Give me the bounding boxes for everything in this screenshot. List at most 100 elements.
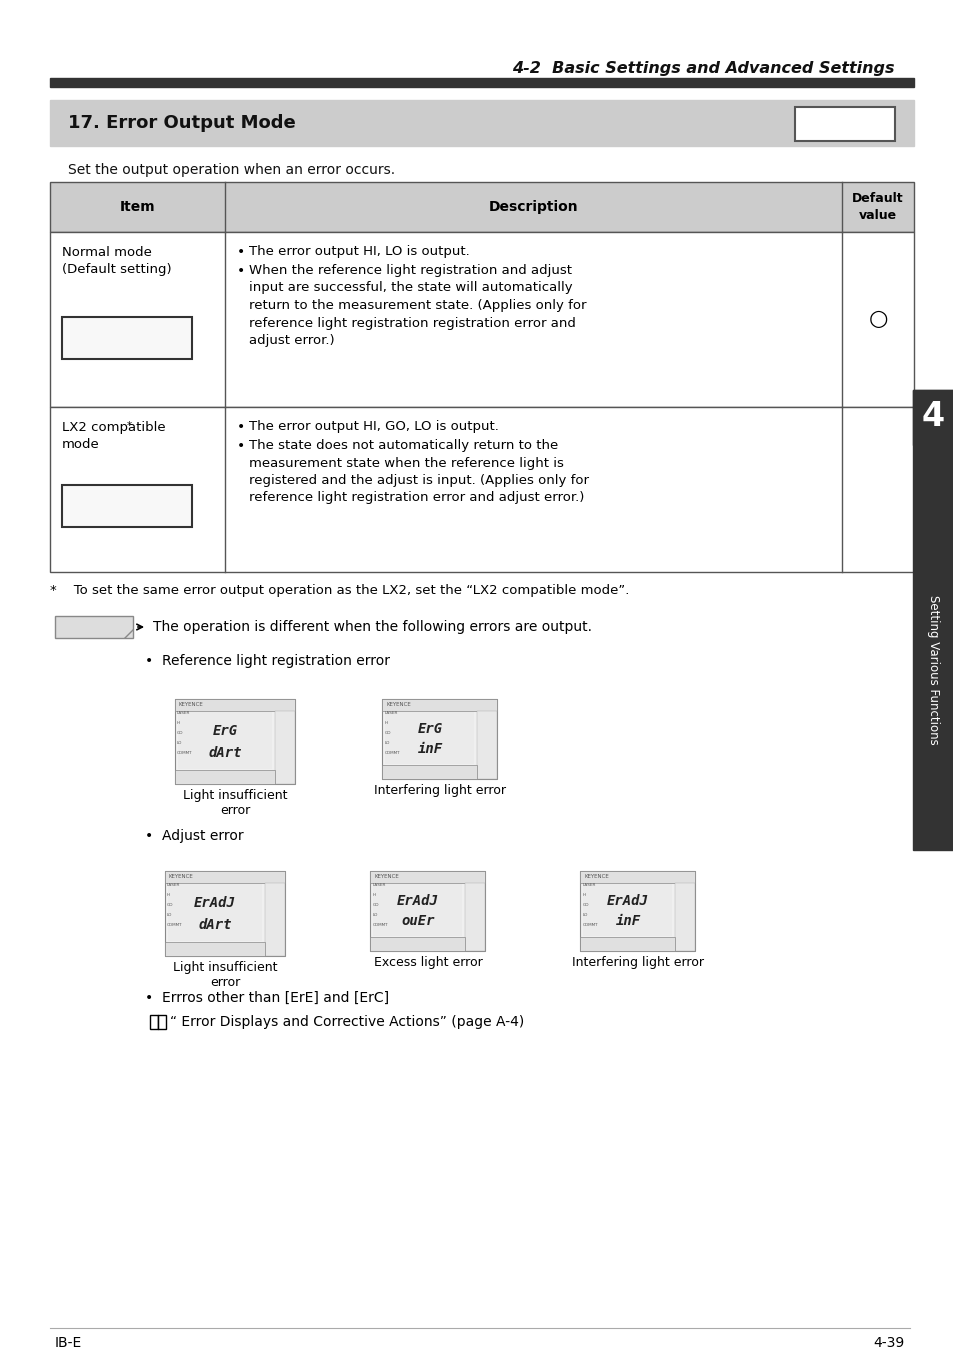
Text: The error output HI, GO, LO is output.: The error output HI, GO, LO is output. <box>249 420 498 433</box>
Text: The state does not automatically return to the
measurement state when the refere: The state does not automatically return … <box>249 439 588 504</box>
Text: 17. Error Output Mode: 17. Error Output Mode <box>68 114 295 132</box>
Text: LASER: LASER <box>384 711 397 715</box>
Bar <box>174 699 294 784</box>
Text: LX2 compatible
mode: LX2 compatible mode <box>62 420 166 452</box>
Bar <box>370 871 485 950</box>
Text: ouEr: ouEr <box>401 914 435 929</box>
Text: The operation is different when the following errors are output.: The operation is different when the foll… <box>152 621 592 634</box>
Text: Default
value: Default value <box>851 192 902 222</box>
Bar <box>50 183 913 233</box>
Text: Setting Various Functions: Setting Various Functions <box>926 595 939 745</box>
Text: LO: LO <box>582 913 587 917</box>
Text: LASER: LASER <box>582 883 596 887</box>
Text: When the reference light registration and adjust
input are successful, the state: When the reference light registration an… <box>249 264 586 347</box>
Text: Interfering light error: Interfering light error <box>374 784 505 796</box>
Text: COMMT: COMMT <box>177 750 193 754</box>
Bar <box>579 937 675 950</box>
Text: HI: HI <box>167 894 171 896</box>
Bar <box>178 713 272 769</box>
Text: •: • <box>236 439 245 453</box>
Text: *    To set the same error output operation as the LX2, set the “LX2 compatible : * To set the same error output operation… <box>50 584 629 598</box>
Text: Reference: Reference <box>62 621 122 634</box>
Text: ErG: ErG <box>417 722 442 735</box>
Text: LO: LO <box>167 913 172 917</box>
Bar <box>174 771 274 784</box>
Bar <box>158 1015 166 1029</box>
Text: Excess light error: Excess light error <box>374 956 482 969</box>
Text: GO: GO <box>582 903 588 907</box>
Text: HI: HI <box>372 894 376 896</box>
Text: KEYENCE: KEYENCE <box>584 875 609 880</box>
Text: ErG: ErG <box>213 723 237 738</box>
Text: Normal mode
(Default setting): Normal mode (Default setting) <box>62 246 172 276</box>
Text: 4: 4 <box>921 400 944 434</box>
Bar <box>465 883 485 950</box>
Bar <box>579 871 695 950</box>
Bar <box>385 713 474 764</box>
Bar <box>374 884 462 936</box>
Bar <box>265 883 285 956</box>
Text: inF: inF <box>417 742 442 756</box>
Text: ○: ○ <box>867 310 886 330</box>
Text: GO: GO <box>384 731 391 735</box>
Text: LO: LO <box>177 741 182 745</box>
Bar <box>477 711 497 779</box>
Text: LASER: LASER <box>167 883 180 887</box>
Bar <box>382 699 497 711</box>
Bar <box>50 78 913 87</box>
Bar <box>150 1015 158 1029</box>
Text: 4-39: 4-39 <box>873 1336 904 1351</box>
Text: dEFLt: dEFLt <box>97 329 156 347</box>
Text: dArt: dArt <box>208 746 241 760</box>
Text: Light insufficient
error: Light insufficient error <box>172 961 277 990</box>
Text: LO: LO <box>384 741 390 745</box>
Bar <box>274 711 294 784</box>
Text: KEYENCE: KEYENCE <box>386 703 411 707</box>
Text: 4-2  Basic Settings and Advanced Settings: 4-2 Basic Settings and Advanced Settings <box>512 61 894 76</box>
Text: HI: HI <box>177 721 181 725</box>
Text: *: * <box>127 420 132 431</box>
Bar <box>165 871 285 883</box>
Bar <box>370 937 465 950</box>
Text: GO: GO <box>167 903 173 907</box>
Text: •  Errros other than [ErE] and [ErC]: • Errros other than [ErE] and [ErC] <box>145 991 389 1005</box>
Text: COMMT: COMMT <box>384 750 399 754</box>
Text: ErAdJ: ErAdJ <box>193 896 235 910</box>
Text: inF: inF <box>615 914 639 929</box>
Text: COMMT: COMMT <box>372 923 388 927</box>
Text: KEYENCE: KEYENCE <box>375 875 399 880</box>
Text: •: • <box>236 420 245 434</box>
Bar <box>382 699 497 779</box>
Text: Item: Item <box>119 200 155 214</box>
Text: GO: GO <box>177 731 183 735</box>
Bar <box>794 107 894 141</box>
Text: “ Error Displays and Corrective Actions” (page A-4): “ Error Displays and Corrective Actions”… <box>170 1015 524 1029</box>
Bar <box>165 871 285 956</box>
Bar <box>675 883 695 950</box>
Bar <box>912 389 953 445</box>
Bar <box>370 871 485 883</box>
Text: •  Reference light registration error: • Reference light registration error <box>145 654 390 668</box>
Text: HI: HI <box>384 721 388 725</box>
Bar <box>168 884 262 941</box>
Text: KEYENCE: KEYENCE <box>179 703 204 707</box>
Text: ErAdJ: ErAdJ <box>606 894 648 909</box>
Bar <box>55 617 132 638</box>
Bar <box>583 884 672 936</box>
Text: Light insufficient
error: Light insufficient error <box>183 790 287 817</box>
Text: LO: LO <box>372 913 377 917</box>
Text: dArt: dArt <box>198 918 232 932</box>
Bar <box>62 316 192 360</box>
Text: Interfering light error: Interfering light error <box>572 956 703 969</box>
Bar <box>579 871 695 883</box>
Text: LASER: LASER <box>372 883 385 887</box>
Text: IB-E: IB-E <box>55 1336 82 1351</box>
Bar <box>62 485 192 527</box>
Text: GO: GO <box>372 903 378 907</box>
Bar <box>50 407 913 572</box>
Text: COMMT: COMMT <box>167 923 182 927</box>
Text: Set the output operation when an error occurs.: Set the output operation when an error o… <box>68 164 395 177</box>
Text: KEYENCE: KEYENCE <box>169 875 193 880</box>
Text: •  Adjust error: • Adjust error <box>145 829 243 844</box>
Bar <box>912 389 953 850</box>
